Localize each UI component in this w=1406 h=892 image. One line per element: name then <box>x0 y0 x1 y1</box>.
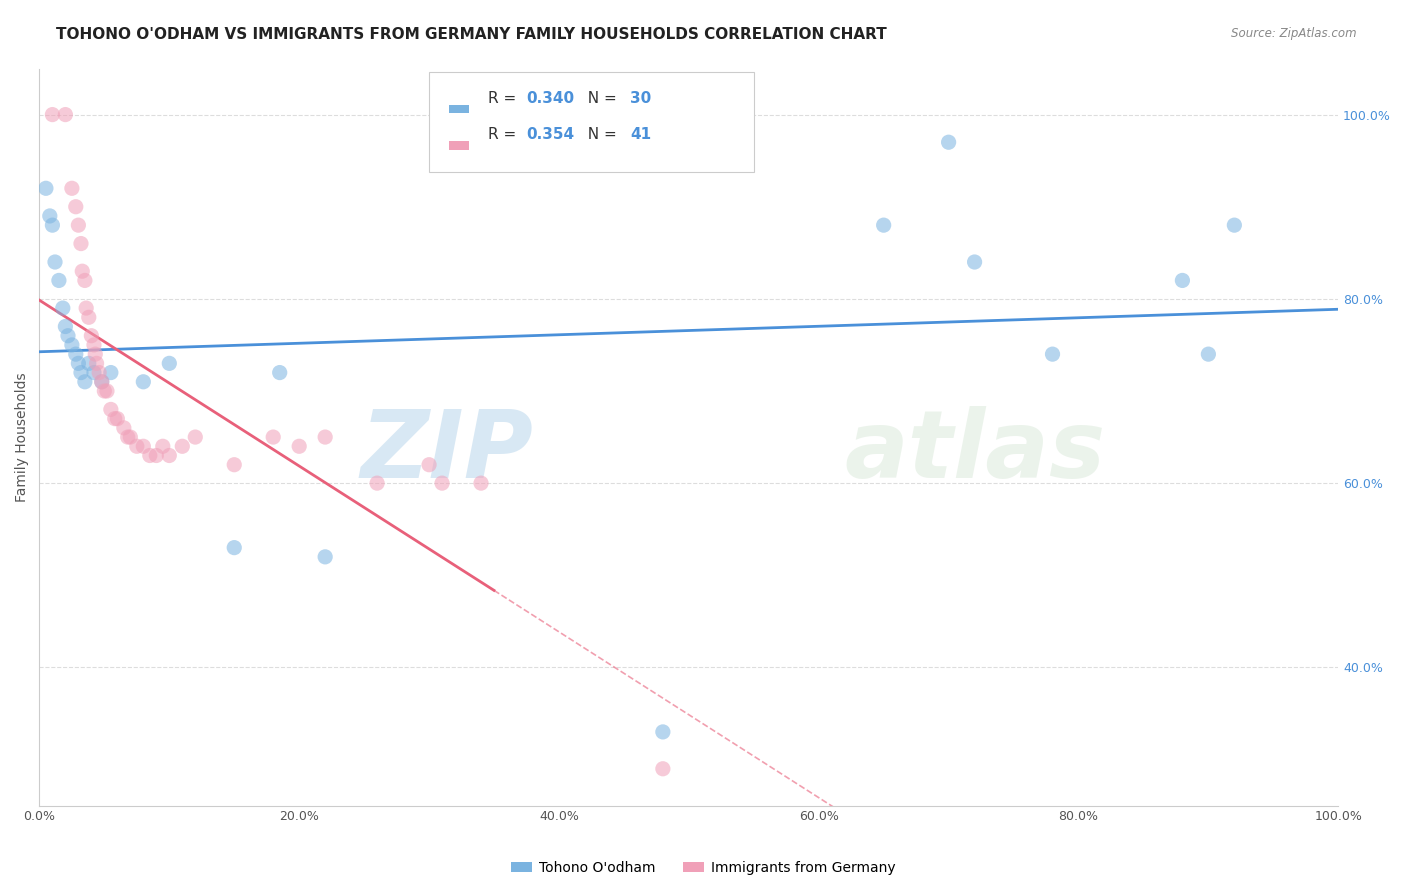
Point <box>80 328 103 343</box>
Point <box>1223 218 1246 232</box>
Point <box>77 356 100 370</box>
Point <box>184 430 207 444</box>
Point <box>132 439 155 453</box>
Point <box>288 439 311 453</box>
Point <box>60 181 83 195</box>
Point <box>100 402 122 417</box>
Point <box>60 338 83 352</box>
Text: 0.354: 0.354 <box>526 128 575 143</box>
Point <box>44 255 66 269</box>
Text: Source: ZipAtlas.com: Source: ZipAtlas.com <box>1232 27 1357 40</box>
Point <box>93 384 115 398</box>
Point <box>430 476 453 491</box>
Point <box>1197 347 1219 361</box>
Text: TOHONO O'ODHAM VS IMMIGRANTS FROM GERMANY FAMILY HOUSEHOLDS CORRELATION CHART: TOHONO O'ODHAM VS IMMIGRANTS FROM GERMAN… <box>56 27 887 42</box>
Point <box>120 430 142 444</box>
Point <box>83 366 105 380</box>
Point <box>172 439 194 453</box>
Text: R =: R = <box>488 128 520 143</box>
Point <box>84 347 107 361</box>
Point <box>651 725 673 739</box>
Text: N =: N = <box>578 90 621 105</box>
Text: 0.340: 0.340 <box>526 90 575 105</box>
Point <box>65 200 87 214</box>
Point <box>77 310 100 325</box>
Point <box>1171 273 1194 287</box>
Text: 30: 30 <box>630 90 651 105</box>
Point <box>89 366 111 380</box>
Point <box>67 356 90 370</box>
Point <box>90 375 112 389</box>
Point <box>418 458 440 472</box>
Y-axis label: Family Households: Family Households <box>15 372 30 502</box>
Point <box>117 430 139 444</box>
Point <box>67 218 90 232</box>
Point <box>314 430 336 444</box>
Point <box>1042 347 1064 361</box>
Point <box>963 255 986 269</box>
Point <box>938 135 960 149</box>
Point <box>73 273 96 287</box>
Point <box>55 319 77 334</box>
FancyBboxPatch shape <box>449 142 468 150</box>
Point <box>65 347 87 361</box>
Point <box>152 439 174 453</box>
Point <box>105 411 128 425</box>
FancyBboxPatch shape <box>449 104 468 112</box>
Point <box>262 430 284 444</box>
Point <box>132 375 155 389</box>
Point <box>651 762 673 776</box>
Point <box>48 273 70 287</box>
Point <box>157 449 180 463</box>
Point <box>224 541 246 555</box>
Text: atlas: atlas <box>845 406 1107 498</box>
Point <box>314 549 336 564</box>
Point <box>41 107 63 121</box>
Point <box>41 218 63 232</box>
Point <box>72 264 94 278</box>
Point <box>104 411 127 425</box>
Point <box>35 181 58 195</box>
Text: R =: R = <box>488 90 520 105</box>
Point <box>52 301 75 315</box>
Point <box>70 366 93 380</box>
Point <box>100 366 122 380</box>
Point <box>83 338 105 352</box>
Point <box>139 449 162 463</box>
Point <box>55 107 77 121</box>
Point <box>157 356 180 370</box>
Point <box>145 449 167 463</box>
Legend: Tohono O'odham, Immigrants from Germany: Tohono O'odham, Immigrants from Germany <box>505 855 901 880</box>
Point <box>86 356 108 370</box>
Point <box>56 328 79 343</box>
Point <box>96 384 118 398</box>
Text: ZIP: ZIP <box>360 406 533 498</box>
Point <box>112 421 135 435</box>
Point <box>125 439 148 453</box>
Point <box>224 458 246 472</box>
FancyBboxPatch shape <box>429 72 754 172</box>
Point <box>70 236 93 251</box>
Text: 41: 41 <box>630 128 651 143</box>
Text: N =: N = <box>578 128 621 143</box>
Point <box>73 375 96 389</box>
Point <box>366 476 388 491</box>
Point <box>38 209 60 223</box>
Point <box>269 366 291 380</box>
Point <box>75 301 97 315</box>
Point <box>872 218 894 232</box>
Point <box>90 375 112 389</box>
Point <box>470 476 492 491</box>
